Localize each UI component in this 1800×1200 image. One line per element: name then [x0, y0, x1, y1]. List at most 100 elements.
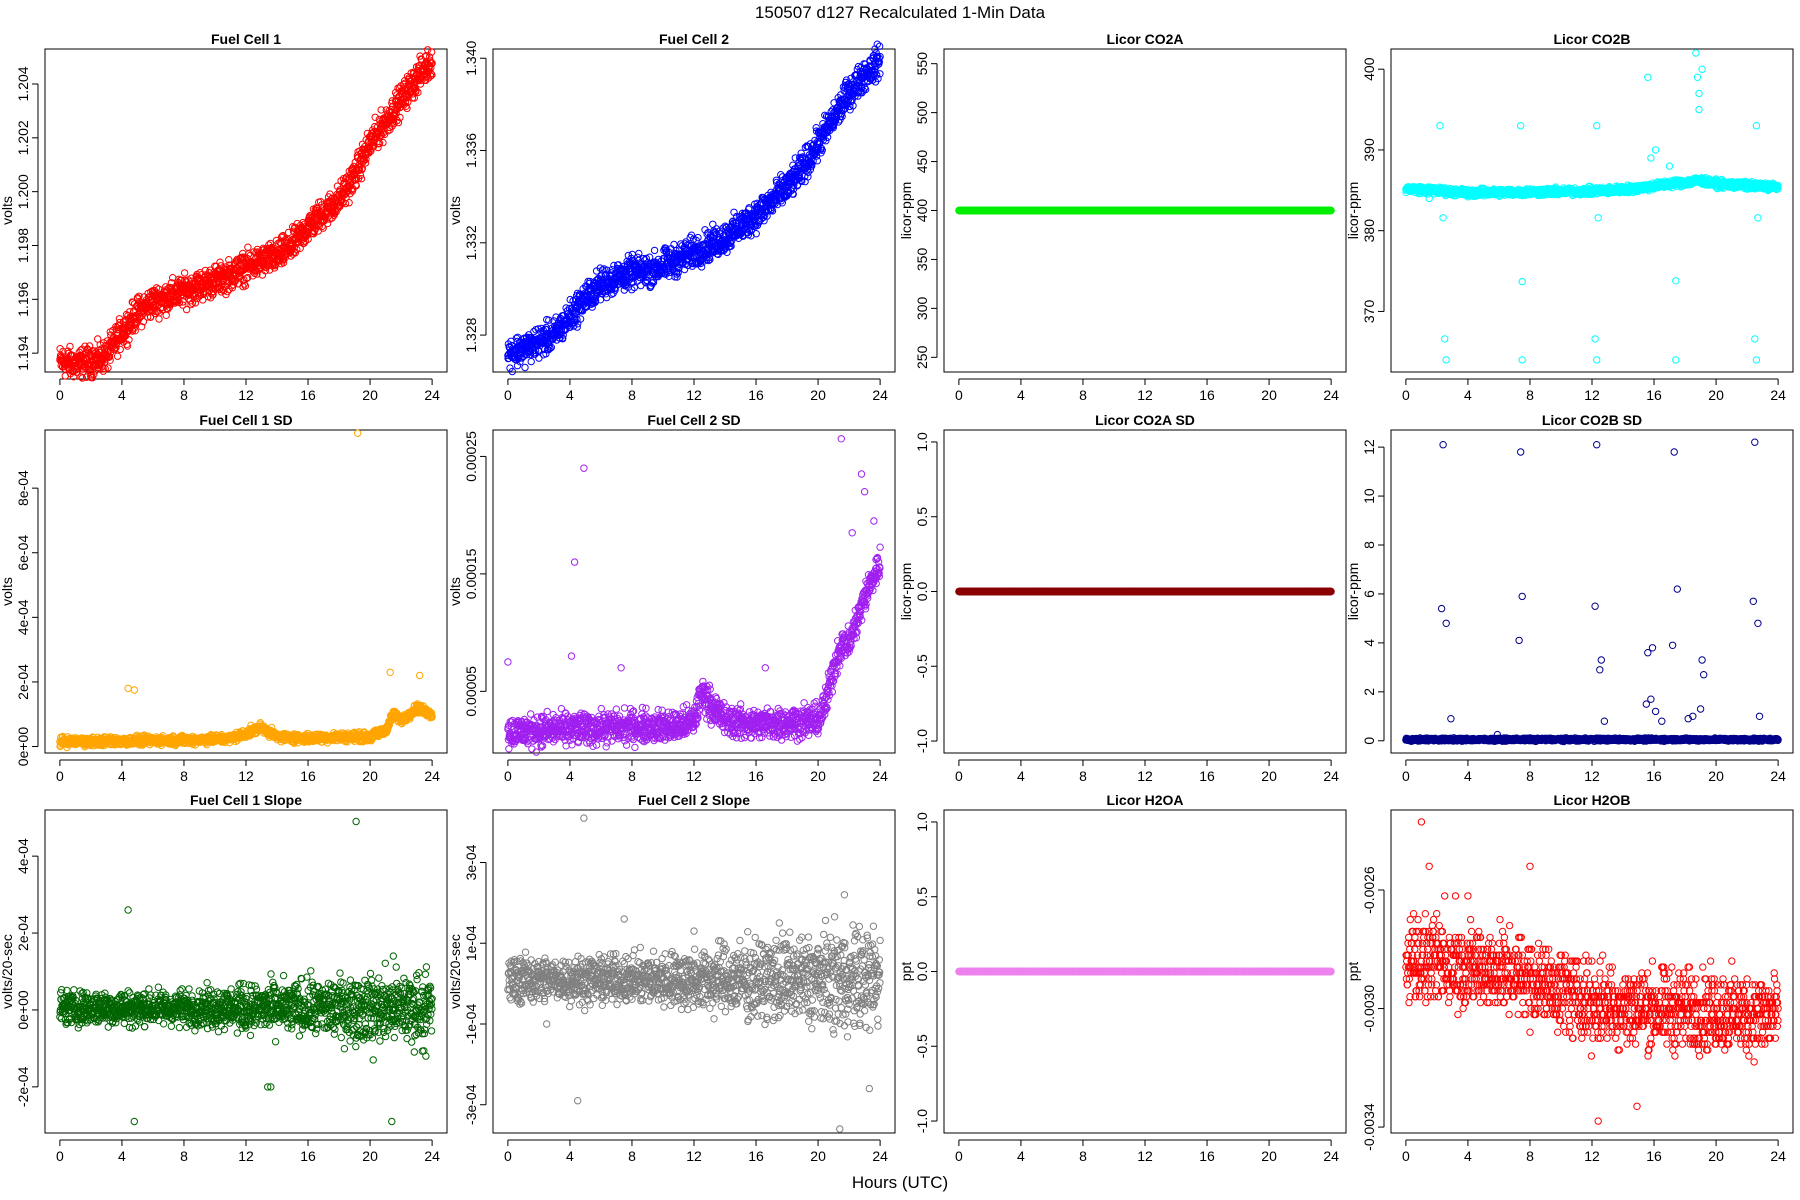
x-tick-label: 12 [1137, 387, 1153, 403]
x-tick-label: 0 [504, 387, 512, 403]
data-point [137, 323, 146, 331]
data-point [126, 308, 134, 316]
data-point [345, 199, 353, 207]
y-tick-label: 1.332 [463, 225, 479, 260]
panel-title: Licor CO2B [1553, 31, 1630, 47]
y-tick-label: 250 [914, 345, 930, 369]
x-tick-label: 24 [1323, 387, 1339, 403]
data-point [158, 305, 167, 314]
data-point [225, 256, 233, 264]
y-tick-label: 1.340 [463, 41, 479, 76]
y-tick-label: 1.336 [463, 133, 479, 168]
data-point [216, 258, 224, 266]
x-tick-label: 4 [1464, 387, 1472, 403]
data-point [300, 239, 308, 247]
x-tick-label: 24 [872, 387, 888, 403]
x-tick-label: 12 [238, 387, 254, 403]
y-tick-label: 350 [914, 248, 930, 272]
data-point [139, 317, 148, 326]
data-point [116, 345, 124, 354]
data-point [220, 287, 228, 295]
data-points [1402, 49, 1782, 364]
data-point [152, 284, 161, 292]
plot-frame [44, 48, 448, 373]
data-point [179, 301, 187, 309]
y-axis-label: volts [447, 196, 463, 225]
data-point [113, 352, 122, 360]
data-point [191, 299, 200, 307]
data-point [164, 305, 172, 313]
y-tick-label: 1.202 [15, 120, 31, 155]
y-axis-label: licor-ppm [898, 182, 914, 240]
y-tick-label: 370 [1361, 300, 1377, 324]
data-points [56, 46, 436, 382]
data-point [104, 364, 112, 372]
x-tick-label: 20 [362, 387, 378, 403]
x-tick-label: 12 [686, 387, 702, 403]
x-tick-label: 20 [1261, 387, 1277, 403]
y-tick-label: 1.196 [15, 282, 31, 317]
y-tick-label: 380 [1361, 219, 1377, 243]
data-point [90, 370, 98, 378]
x-tick-label: 4 [118, 387, 126, 403]
data-point [293, 245, 301, 254]
y-tick-label: 1.198 [15, 228, 31, 263]
data-points [504, 40, 884, 376]
data-point [687, 231, 696, 239]
panel-title: Fuel Cell 2 [659, 31, 729, 47]
data-point [527, 357, 535, 366]
data-point [209, 291, 217, 299]
data-point [635, 249, 643, 258]
x-tick-label: 24 [1770, 387, 1786, 403]
plot-frame [1390, 48, 1794, 373]
x-tick-label: 0 [56, 387, 64, 403]
y-tick-label: 400 [1361, 57, 1377, 81]
x-tick-label: 20 [810, 387, 826, 403]
y-tick-label: 500 [914, 101, 930, 125]
figure-x-axis-label: Hours (UTC) [852, 1173, 948, 1192]
data-point [242, 274, 251, 283]
data-point [66, 342, 74, 351]
y-tick-label: 1.328 [463, 317, 479, 352]
data-point [131, 327, 139, 335]
x-tick-label: 8 [180, 387, 188, 403]
data-points [955, 206, 1335, 215]
data-point [241, 282, 250, 290]
data-point [284, 228, 293, 237]
x-tick-label: 8 [1526, 387, 1534, 403]
y-axis-label: volts [0, 196, 15, 225]
data-point [199, 296, 207, 304]
y-tick-label: 400 [914, 199, 930, 223]
data-point [153, 302, 161, 311]
y-axis: 1.328 1.332 1.336 1.340 [463, 41, 487, 353]
data-point [650, 246, 659, 255]
x-tick-label: 16 [1646, 387, 1662, 403]
x-axis: 0 4 8 12 16 20 24 [955, 378, 1339, 403]
panel-fc2: Fuel Cell 20 4 8 12 16 20 241.3281.3321.3361.3… [447, 31, 896, 403]
data-point [111, 344, 119, 352]
data-point [88, 361, 96, 369]
x-tick-label: 8 [628, 387, 636, 403]
y-axis: 370 380 390 400 [1361, 57, 1385, 324]
data-point [245, 250, 253, 258]
data-point [77, 373, 85, 381]
y-tick-label: 1.204 [15, 66, 31, 101]
data-point [105, 352, 114, 361]
data-point [124, 312, 132, 320]
panel-title: Fuel Cell 1 [211, 31, 281, 47]
data-point [709, 220, 717, 229]
data-point [813, 157, 821, 165]
y-tick-label: 300 [914, 296, 930, 320]
x-tick-label: 0 [955, 387, 963, 403]
y-tick-label: 390 [1361, 138, 1377, 162]
x-tick-label: 24 [424, 387, 440, 403]
data-point [535, 354, 543, 362]
x-tick-label: 12 [1584, 387, 1600, 403]
y-tick-label: 450 [914, 150, 930, 174]
figure-title: 150507 d127 Recalculated 1-Min Data [755, 3, 1046, 22]
x-tick-label: 0 [1402, 387, 1410, 403]
data-point [106, 356, 114, 364]
